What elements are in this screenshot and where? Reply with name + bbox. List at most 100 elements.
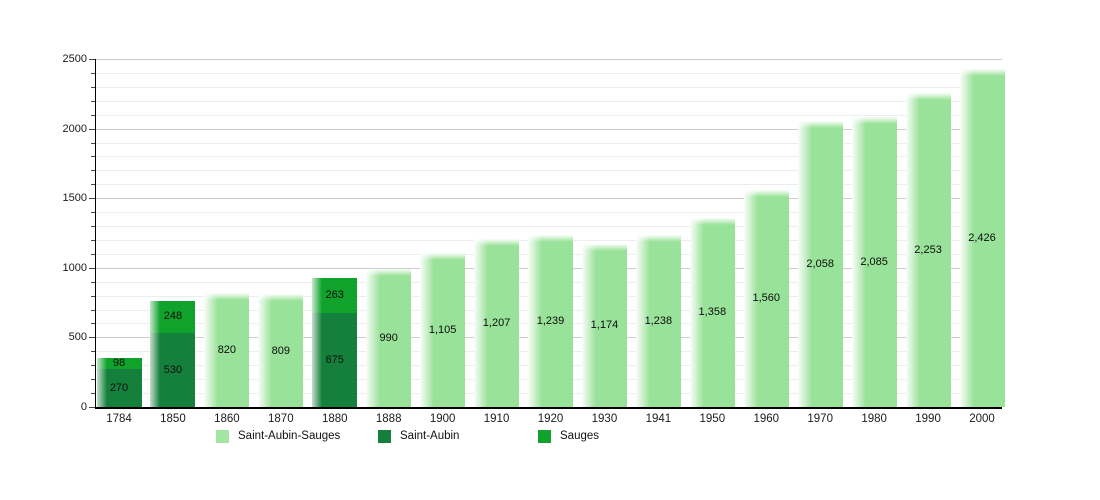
x-tick-label: 1950	[699, 413, 726, 425]
bar-value-label: 1,174	[590, 319, 619, 332]
legend-swatch-sauges	[538, 429, 551, 443]
x-tick-label: 1980	[861, 413, 887, 425]
x-axis-line	[95, 407, 1002, 409]
y-axis-tick	[91, 212, 95, 214]
bar-1860: 820	[204, 292, 250, 407]
bar-value-label: 1,358	[698, 306, 727, 319]
bar-value-label: 1,207	[482, 316, 511, 329]
bar-2000: 2,426	[959, 69, 1005, 407]
y-axis-tick	[91, 86, 95, 88]
legend-label: Sauges	[560, 430, 600, 442]
bar-1941: 1,238	[635, 234, 681, 407]
y-tick-label: 1000	[62, 261, 87, 274]
bar-1950: 1,358	[689, 217, 735, 407]
bar-segment-saint-aubin-sauges	[905, 93, 951, 407]
bar-1930: 1,174	[581, 243, 627, 407]
y-axis-tick	[91, 72, 95, 74]
bar-value-label: 1,238	[644, 314, 673, 327]
y-axis-tick	[89, 59, 95, 60]
bar-value-label: 1,105	[428, 324, 457, 337]
bar-segment-saint-aubin-sauges	[528, 234, 573, 407]
bar-value-label: 1,560	[752, 292, 781, 305]
bar-segment-saint-aubin-sauges	[258, 294, 304, 407]
bar-value-label: 1,239	[536, 314, 565, 327]
y-axis-line	[95, 59, 96, 407]
bar-segment-sauges	[312, 276, 358, 314]
legend-item-saint-aubin-sauges: Saint-Aubin-Sauges	[216, 429, 340, 443]
bar-segment-saint-aubin	[96, 369, 142, 407]
gridline	[95, 100, 1002, 102]
gridline	[95, 128, 1002, 130]
bar-segment-saint-aubin-sauges	[420, 253, 466, 407]
gridline	[95, 170, 1002, 172]
bar-segment-saint-aubin	[150, 333, 196, 407]
y-axis-tick	[91, 365, 95, 367]
gridline	[95, 198, 1002, 200]
bar-1960: 1,560	[743, 189, 789, 407]
bar-value-label: 270	[109, 382, 129, 395]
bar-1970: 2,058	[797, 120, 843, 407]
bar-1980: 2,085	[851, 116, 897, 407]
bar-segment-saint-aubin-sauges	[581, 243, 627, 407]
gridline	[95, 184, 1002, 186]
bar-value-label: 2,253	[914, 244, 942, 257]
bar-segment-saint-aubin-sauges	[366, 269, 412, 407]
y-axis-tick	[91, 351, 95, 353]
bar-segment-saint-aubin-sauges	[743, 189, 789, 407]
x-tick-label: 1960	[753, 413, 780, 425]
bar-value-label: 2,085	[860, 255, 888, 268]
bar-segment-saint-aubin-sauges	[635, 234, 681, 407]
y-axis-tick	[89, 128, 95, 130]
bar-segment-saint-aubin-sauges	[959, 69, 1005, 407]
bar-segment-highlight	[150, 300, 161, 334]
y-axis-tick	[91, 170, 95, 172]
y-axis-tick	[89, 198, 95, 200]
x-tick-label: 1784	[106, 413, 132, 425]
y-axis-tick	[91, 156, 95, 158]
bar-value-label: 809	[271, 344, 290, 357]
y-tick-label: 500	[68, 331, 87, 344]
x-tick-label: 1910	[483, 413, 510, 425]
y-axis-tick	[91, 226, 95, 228]
bar-segment-highlight	[312, 278, 323, 314]
bar-segment-saint-aubin-sauges	[474, 238, 520, 407]
bar-segment-saint-aubin-sauges	[689, 217, 735, 407]
bar-segment-saint-aubin-sauges	[204, 292, 250, 407]
y-axis-tick	[91, 295, 95, 297]
x-tick-label: 1888	[375, 413, 402, 425]
x-tick-label: 1930	[591, 413, 618, 425]
bar-value-label: 2,058	[806, 257, 834, 270]
legend-swatch-saint-aubin-sauges	[216, 429, 229, 443]
legend-swatch-saint-aubin	[378, 429, 391, 443]
gridline	[95, 59, 1002, 60]
bar-1850: 530 248	[150, 298, 196, 407]
y-tick-label: 0	[80, 401, 87, 413]
legend-item-sauges: Sauges	[538, 429, 599, 443]
bar-value-label: 2,426	[968, 232, 996, 245]
bar-segment-highlight	[96, 369, 107, 407]
y-axis-tick	[89, 337, 95, 339]
gridline	[95, 142, 1002, 144]
y-axis-tick	[91, 393, 95, 395]
x-tick-label: 1900	[429, 413, 456, 425]
bar-1870: 809	[258, 294, 304, 407]
legend-item-saint-aubin: Saint-Aubin	[378, 429, 459, 443]
bar-segment-sauges	[150, 298, 196, 334]
y-axis-tick	[91, 142, 95, 144]
bar-segment-saint-aubin-sauges	[797, 120, 843, 407]
y-axis-tick	[89, 407, 95, 408]
bar-segment-saint-aubin	[312, 313, 358, 407]
bar-value-label: 675	[325, 354, 344, 366]
y-axis-tick	[91, 281, 95, 283]
bar-segment-highlight	[96, 357, 107, 370]
bar-segment-sauges	[96, 355, 142, 370]
gridline	[95, 72, 1002, 74]
bar-value-label: 990	[379, 332, 398, 345]
y-axis-tick	[91, 253, 95, 255]
y-axis-tick	[91, 239, 95, 241]
y-axis-tick	[89, 267, 95, 269]
x-tick-label: 1941	[645, 413, 672, 425]
x-tick-label: 1860	[214, 413, 240, 425]
gridline	[95, 114, 1002, 116]
